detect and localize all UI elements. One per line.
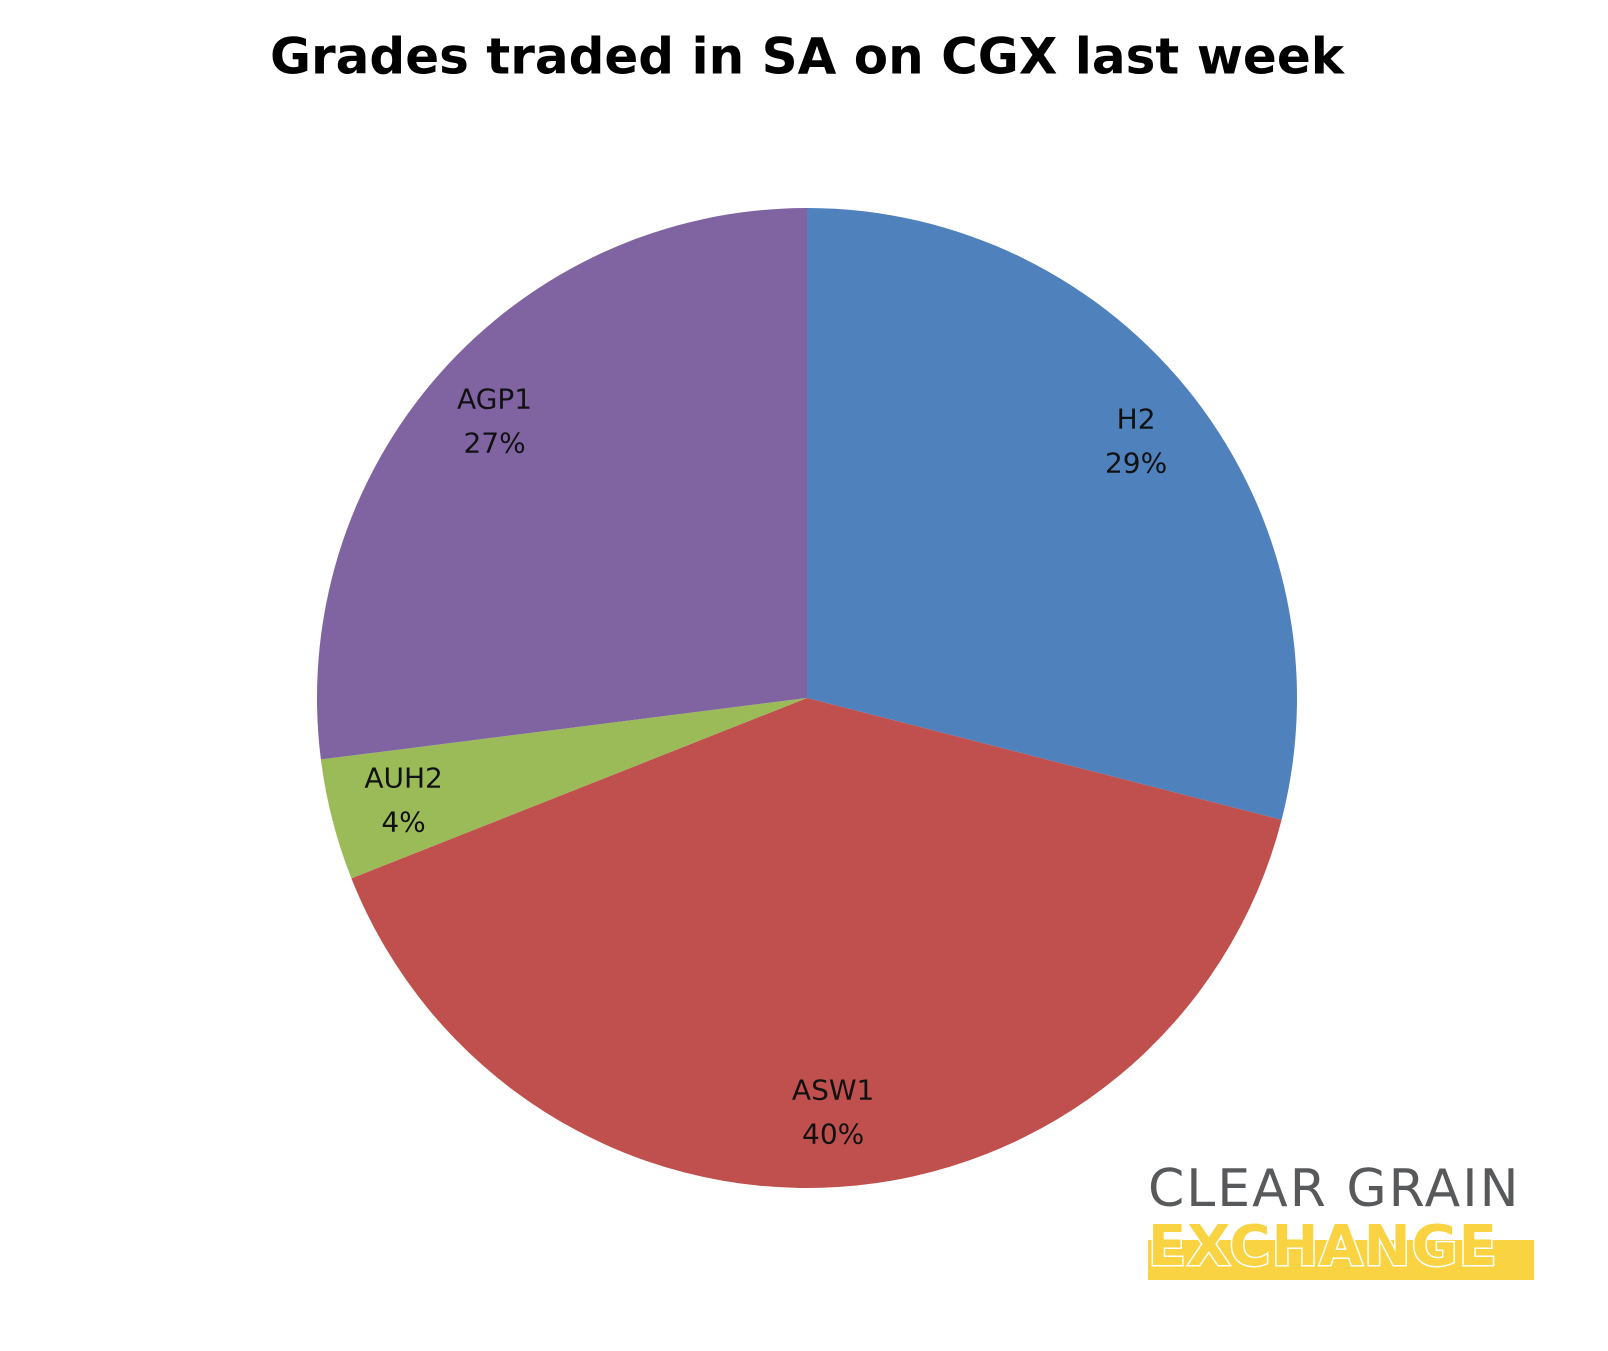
slice-label: ASW1	[792, 1074, 874, 1107]
slice-label: H2	[1117, 403, 1156, 436]
pie-slice	[807, 208, 1297, 820]
logo: CLEAR GRAIN EXCHANGE	[1147, 1159, 1534, 1281]
slice-label: AGP1	[457, 383, 532, 416]
logo-bar	[1148, 1240, 1534, 1280]
slice-value: 40%	[802, 1118, 864, 1151]
slice-value: 4%	[381, 806, 425, 839]
slice-value: 29%	[1105, 447, 1167, 480]
pie-slice	[320, 698, 807, 879]
slice-label: AUH2	[364, 762, 443, 795]
logo-line2: EXCHANGE	[1148, 1214, 1498, 1279]
pie-slice	[316, 208, 807, 760]
logo-line1: CLEAR GRAIN	[1148, 1159, 1521, 1219]
chart-title: Grades traded in SA on CGX last week	[270, 28, 1346, 86]
slice-value: 27%	[463, 427, 525, 460]
pie-slice	[351, 698, 1282, 1188]
